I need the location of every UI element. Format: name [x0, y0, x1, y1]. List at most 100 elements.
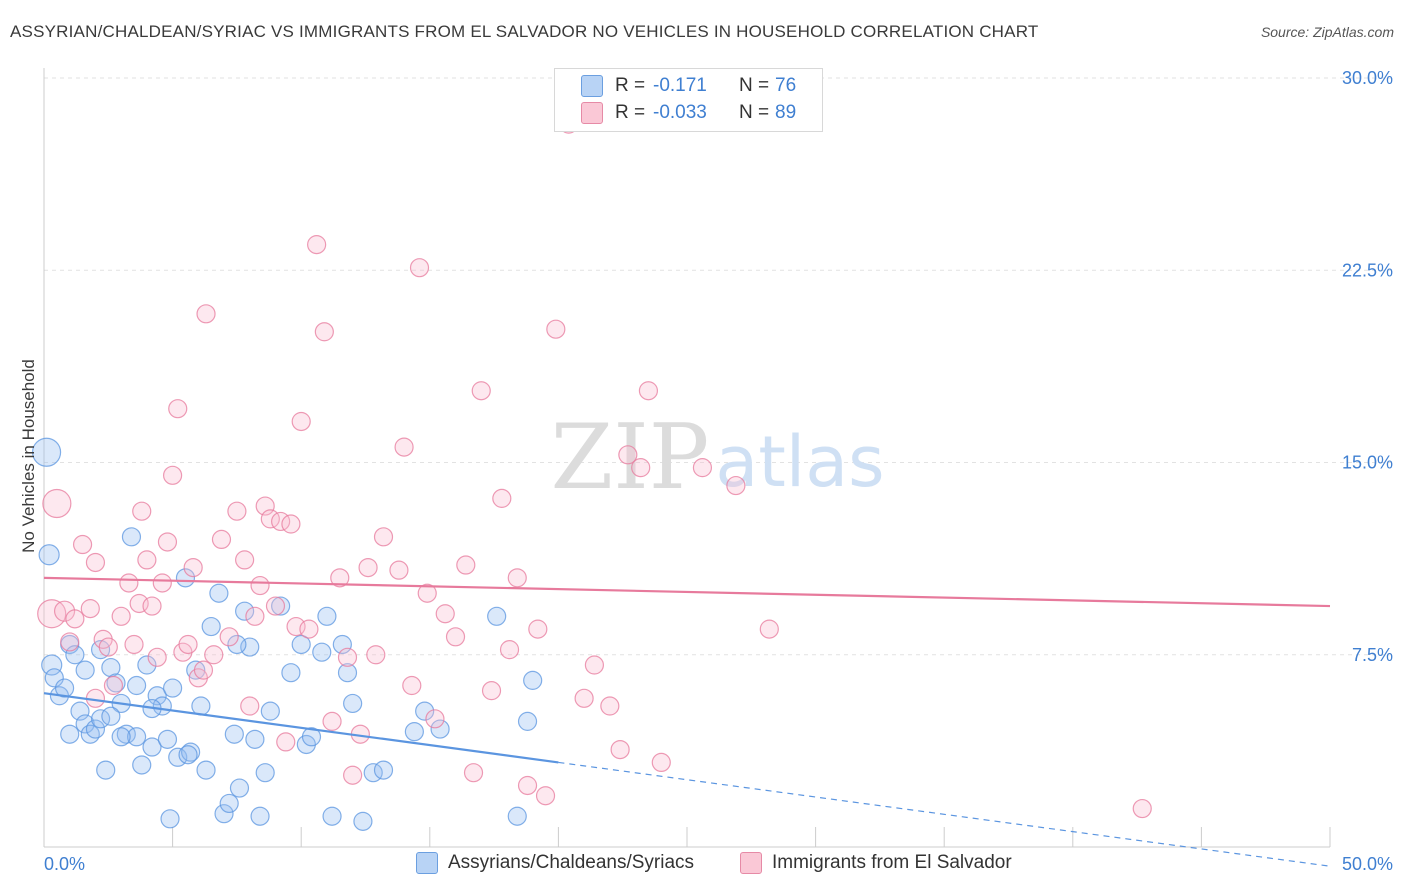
series-legend-el-salvador[interactable]: Immigrants from El Salvador	[740, 852, 1012, 874]
point-assyrians	[80, 724, 100, 744]
legend-n-value: 89	[775, 102, 797, 123]
series-legend-assyrians[interactable]: Assyrians/Chaldeans/Syriacs	[416, 852, 694, 874]
point-assyrians	[191, 696, 211, 716]
point-assyrians	[343, 693, 363, 714]
point-el-salvador	[245, 606, 265, 626]
point-assyrians	[60, 724, 80, 744]
point-assyrians	[142, 737, 162, 757]
legend-r-label: R =	[615, 75, 646, 96]
point-el-salvador	[111, 606, 131, 626]
point-assyrians	[178, 745, 198, 765]
point-assyrians	[163, 678, 183, 698]
point-el-salvador	[124, 634, 144, 655]
point-assyrians	[126, 675, 147, 696]
point-assyrians	[75, 714, 95, 734]
point-el-salvador	[132, 501, 152, 521]
correlation-legend: R = -0.171 N = 76 R = -0.033 N = 89	[554, 68, 823, 132]
point-assyrians	[235, 601, 255, 621]
point-el-salvador	[157, 532, 178, 552]
legend-swatch-blue	[581, 75, 603, 97]
point-assyrians	[301, 727, 322, 747]
point-assyrians	[157, 729, 178, 749]
point-assyrians	[507, 806, 527, 826]
point-el-salvador	[546, 319, 566, 339]
point-el-salvador	[240, 696, 260, 716]
point-assyrians	[147, 686, 167, 706]
point-el-salvador	[196, 304, 216, 324]
point-el-salvador	[726, 475, 746, 496]
point-assyrians	[487, 606, 507, 626]
point-assyrians	[224, 724, 244, 744]
point-el-salvador	[42, 488, 72, 519]
point-assyrians	[111, 727, 131, 747]
point-assyrians	[65, 645, 85, 665]
point-assyrians	[175, 568, 196, 588]
point-assyrians	[41, 654, 63, 676]
trend-lines	[43, 576, 1331, 867]
point-assyrians	[517, 711, 538, 731]
point-el-salvador	[178, 634, 198, 655]
x-tick-label: 0.0%	[44, 854, 85, 874]
point-el-salvador	[337, 647, 358, 667]
point-el-salvador	[307, 235, 327, 255]
point-assyrians	[101, 706, 121, 726]
point-el-salvador	[535, 786, 556, 806]
point-assyrians	[322, 806, 342, 826]
point-el-salvador	[37, 599, 67, 629]
point-el-salvador	[507, 568, 527, 588]
legend-row-assyrians: R = -0.171 N = 76	[581, 73, 796, 99]
axes	[43, 68, 1331, 848]
point-el-salvador	[276, 732, 296, 752]
point-el-salvador	[584, 655, 605, 675]
point-assyrians	[214, 804, 234, 824]
point-el-salvador	[600, 696, 620, 716]
point-el-salvador	[60, 632, 80, 652]
point-assyrians	[121, 527, 142, 547]
point-assyrians	[255, 763, 275, 783]
point-el-salvador	[322, 711, 342, 731]
point-el-salvador	[147, 647, 167, 667]
point-assyrians	[132, 755, 152, 775]
point-el-salvador	[366, 645, 386, 665]
point-el-salvador	[330, 568, 350, 588]
point-el-salvador	[119, 573, 139, 593]
point-el-salvador	[402, 675, 422, 696]
chart-title: ASSYRIAN/CHALDEAN/SYRIAC VS IMMIGRANTS F…	[10, 22, 1039, 41]
x-tick-labels: 0.0% 50.0%	[44, 854, 1393, 874]
y-axis-label: No Vehicles in Household	[19, 359, 38, 553]
point-assyrians	[137, 655, 157, 675]
point-el-salvador	[409, 258, 430, 278]
point-el-salvador	[435, 604, 455, 624]
legend-n-value: 76	[775, 75, 797, 96]
point-assyrians	[75, 660, 95, 680]
trend-line-assyrians-extension	[558, 761, 1331, 867]
point-el-salvador	[98, 637, 118, 657]
legend-row-el-salvador: R = -0.033 N = 89	[581, 100, 796, 126]
point-assyrians	[38, 544, 60, 566]
point-assyrians	[85, 719, 106, 739]
point-el-salvador	[471, 381, 491, 401]
point-el-salvador	[168, 399, 188, 419]
point-assyrians	[219, 793, 239, 814]
point-el-salvador	[618, 445, 638, 465]
point-el-salvador	[235, 550, 255, 570]
source-label: Source: ZipAtlas.com	[1260, 24, 1394, 40]
point-assyrians	[271, 596, 291, 616]
point-assyrians	[44, 668, 64, 688]
point-el-salvador	[638, 381, 659, 401]
point-assyrians	[229, 778, 250, 798]
point-assyrians	[181, 742, 201, 762]
legend-r-value: -0.171	[653, 75, 707, 96]
point-el-salvador	[445, 627, 466, 647]
series-legend: Assyrians/Chaldeans/Syriacs Immigrants f…	[0, 852, 1406, 878]
point-assyrians	[373, 760, 394, 780]
point-el-salvador	[142, 596, 162, 616]
point-el-salvador	[211, 529, 232, 550]
point-el-salvador	[80, 599, 100, 619]
point-assyrians	[312, 642, 332, 662]
point-assyrians	[126, 727, 147, 747]
point-el-salvador	[425, 709, 445, 729]
point-el-salvador	[163, 465, 183, 485]
watermark-zip: ZIP	[551, 405, 710, 510]
